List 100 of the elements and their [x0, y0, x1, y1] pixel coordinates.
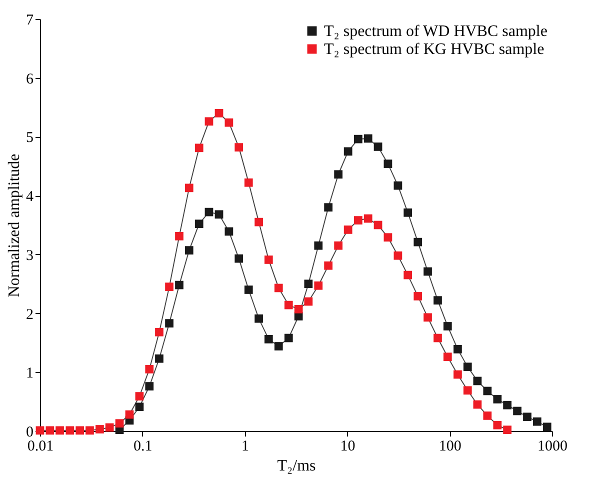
point: [165, 319, 174, 328]
y-tick-label: 6: [26, 71, 34, 88]
y-tick-label: 2: [26, 306, 34, 323]
point: [304, 280, 313, 288]
point: [523, 412, 532, 422]
point: [503, 426, 512, 434]
point: [86, 426, 94, 435]
point: [46, 426, 54, 435]
point: [364, 214, 372, 223]
point: [493, 395, 502, 404]
point: [443, 322, 452, 330]
y-tick-label: 3: [26, 248, 34, 264]
point: [294, 304, 303, 314]
x-tick-label: 1: [242, 438, 250, 454]
point: [344, 147, 352, 156]
point: [76, 426, 84, 435]
point: [244, 286, 253, 294]
point: [414, 292, 422, 300]
point: [414, 238, 422, 246]
point: [264, 256, 273, 264]
x-tick-label: 0.01: [27, 438, 54, 454]
point: [145, 365, 154, 374]
y-tick-label: 5: [26, 130, 34, 146]
point: [404, 270, 412, 280]
point: [384, 160, 392, 168]
point: [384, 233, 392, 242]
point: [284, 300, 293, 310]
point: [374, 142, 382, 151]
point: [542, 422, 552, 432]
point: [424, 267, 432, 276]
x-tick-label: 10: [340, 438, 356, 454]
point: [66, 426, 74, 435]
x-tick-label: 1000: [538, 438, 568, 454]
point: [155, 328, 164, 336]
point: [454, 370, 462, 379]
point: [194, 220, 204, 228]
point: [473, 376, 482, 386]
point: [155, 354, 164, 363]
point: [344, 226, 352, 234]
point: [463, 362, 472, 372]
y-tick-label: 1: [26, 366, 34, 382]
point: [334, 241, 343, 250]
point: [454, 345, 462, 354]
point: [204, 117, 214, 126]
point: [165, 282, 174, 291]
point: [434, 296, 442, 305]
point: [324, 261, 332, 270]
y-tick-label: 7: [26, 12, 34, 28]
point: [503, 400, 512, 410]
point: [463, 386, 472, 395]
x-axis-title: T₂/ms: [277, 458, 316, 474]
point: [443, 352, 452, 362]
point: [274, 342, 283, 350]
point: [394, 181, 402, 190]
point: [214, 108, 224, 118]
point: [224, 227, 234, 236]
point: [145, 382, 154, 390]
point: [354, 134, 362, 144]
point: [214, 210, 224, 219]
y-axis-title: Normalized amplitude: [6, 154, 23, 298]
point: [324, 203, 332, 212]
point: [334, 170, 343, 179]
point: [274, 284, 283, 292]
point: [204, 208, 214, 216]
point: [254, 314, 263, 323]
point: [354, 216, 362, 224]
legend-label: T₂ spectrum of KG HVBC sample: [324, 41, 544, 58]
point: [314, 241, 323, 250]
point: [483, 386, 492, 396]
point: [434, 334, 442, 342]
point: [224, 118, 234, 127]
point: [234, 254, 244, 263]
point: [135, 402, 144, 412]
point: [184, 246, 194, 254]
point: [175, 232, 184, 240]
point: [105, 423, 114, 432]
point: [493, 420, 502, 430]
point: [304, 297, 313, 306]
point: [264, 335, 273, 344]
point: [234, 143, 244, 152]
legend-label: T₂ spectrum of WD HVBC sample: [324, 23, 548, 40]
point: [404, 208, 412, 217]
point: [184, 184, 194, 192]
point: [473, 400, 482, 409]
point: [424, 313, 432, 322]
point: [115, 419, 124, 428]
point: [513, 406, 522, 416]
x-tick-label: 100: [438, 438, 462, 454]
point: [483, 412, 492, 420]
point: [125, 410, 134, 419]
y-tick-label: 4: [26, 189, 34, 206]
point: [135, 392, 144, 400]
y-tick-label: 0: [26, 424, 34, 440]
point: [244, 178, 253, 187]
point: [96, 425, 104, 434]
point: [374, 220, 382, 230]
point: [532, 417, 542, 426]
x-tick-label: 0.1: [134, 438, 152, 454]
point: [194, 144, 204, 152]
point: [394, 251, 402, 260]
